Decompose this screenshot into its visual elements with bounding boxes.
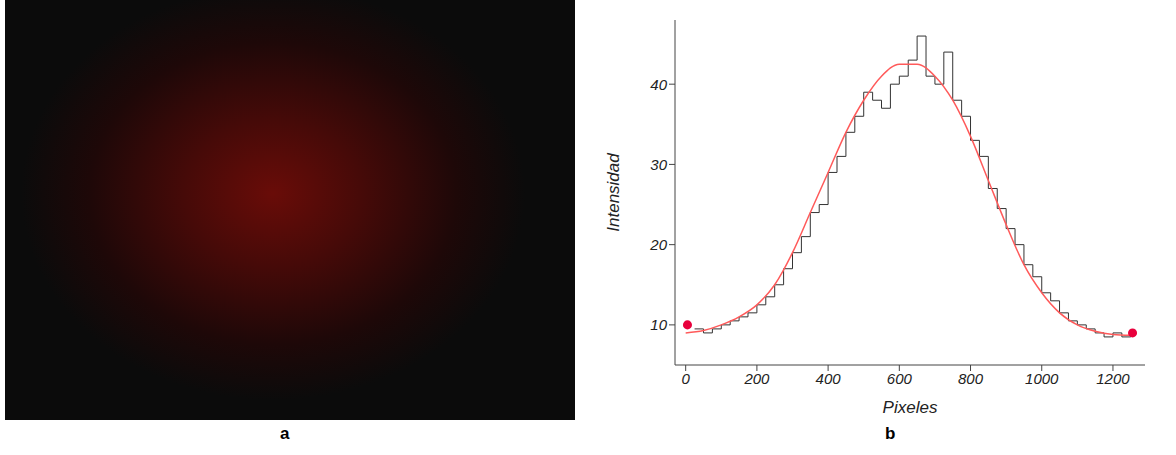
svg-text:0: 0: [682, 370, 691, 387]
html-text:a: a: [280, 424, 290, 443]
svg-text:40: 40: [650, 76, 667, 93]
svg-text:Intensidad: Intensidad: [604, 153, 623, 232]
svg-text:1000: 1000: [1025, 370, 1059, 387]
svg-text:30: 30: [650, 156, 667, 173]
svg-text:Pixeles: Pixeles: [883, 398, 938, 417]
svg-text:400: 400: [816, 370, 842, 387]
svg-text:10: 10: [650, 316, 667, 333]
svg-text:800: 800: [958, 370, 984, 387]
svg-text:1200: 1200: [1096, 370, 1130, 387]
html-text:b: b: [885, 424, 896, 443]
svg-text:20: 20: [649, 236, 667, 253]
svg-text:600: 600: [887, 370, 913, 387]
svg-text:200: 200: [743, 370, 770, 387]
